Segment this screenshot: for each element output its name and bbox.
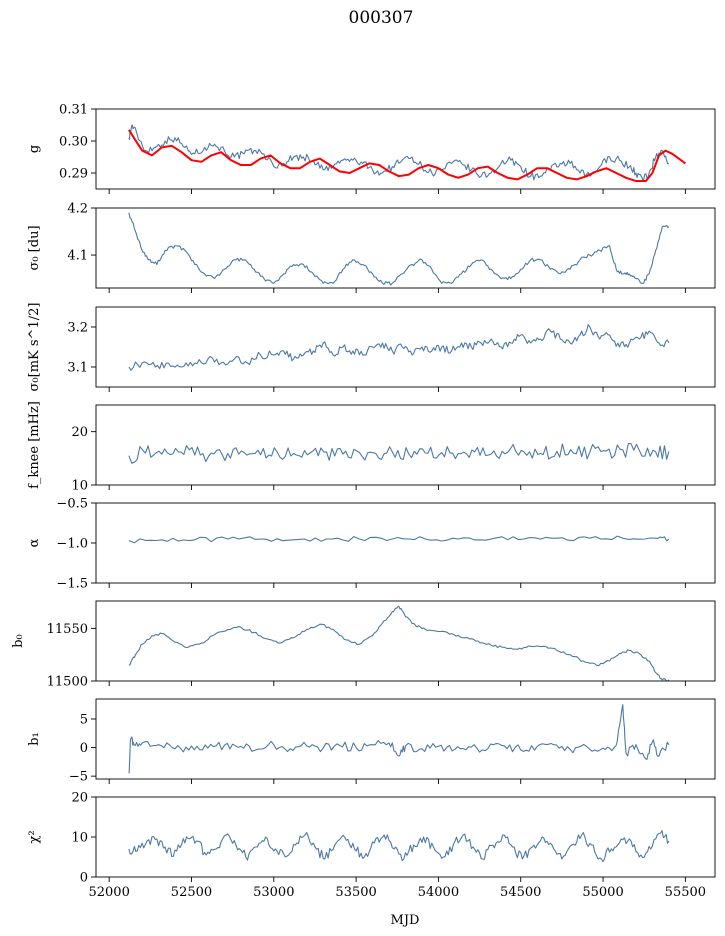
series-line-1 bbox=[128, 212, 670, 286]
axes-frame bbox=[95, 698, 716, 780]
x-tick-label: 52500 bbox=[171, 885, 212, 900]
axes-frame bbox=[95, 600, 716, 682]
axes-frame bbox=[95, 306, 716, 388]
panels: 0.29 0.30 0.31 g 4.1 4.2 σ₀ [du] 3.1 3.2 σ₀[mK s^… bbox=[11, 103, 716, 900]
y-axis-label: g bbox=[27, 145, 42, 153]
panel-3: 3.1 3.2 σ₀[mK s^1/2] bbox=[27, 303, 716, 392]
x-tick-label: 53000 bbox=[253, 885, 294, 900]
y-tick-label: −0.5 bbox=[56, 497, 88, 512]
series-line-1 bbox=[128, 124, 670, 181]
panel-4: 10 20 f_knee [mHz] bbox=[27, 401, 716, 494]
y-tick-label: 20 bbox=[71, 425, 88, 440]
series-line-1 bbox=[128, 324, 670, 371]
y-axis-label: f_knee [mHz] bbox=[27, 401, 42, 489]
y-tick-label: −5 bbox=[69, 770, 88, 785]
y-tick-label: 0 bbox=[80, 741, 88, 756]
series-line-1 bbox=[128, 442, 670, 464]
panel-7: −5 0 5 b₁ bbox=[27, 698, 716, 785]
axes-frame bbox=[95, 796, 716, 878]
y-tick-label: 11500 bbox=[47, 675, 88, 690]
y-tick-label: 3.2 bbox=[67, 321, 88, 336]
panel-6: 11500 11550 b₀ bbox=[11, 600, 716, 690]
y-tick-label: 20 bbox=[71, 791, 88, 806]
panel-2: 4.1 4.2 σ₀ [du] bbox=[27, 202, 716, 293]
y-tick-label: 10 bbox=[71, 479, 88, 494]
y-tick-label: 3.1 bbox=[67, 361, 88, 376]
series-line-1 bbox=[128, 704, 670, 774]
y-tick-label: −1.5 bbox=[56, 577, 88, 592]
x-tick-label: 54500 bbox=[500, 885, 541, 900]
y-tick-label: 5 bbox=[80, 713, 88, 728]
figure-title: 000307 bbox=[349, 8, 414, 28]
y-axis-label: χ² bbox=[27, 830, 42, 843]
series-line-1 bbox=[128, 605, 670, 681]
y-tick-label: 0 bbox=[80, 871, 88, 886]
y-tick-label: 0.30 bbox=[59, 135, 88, 150]
axes-frame bbox=[95, 502, 716, 584]
y-axis-label: b₀ bbox=[11, 634, 26, 648]
x-tick-label: 55500 bbox=[665, 885, 706, 900]
axes-frame bbox=[95, 404, 716, 486]
axes-frame bbox=[95, 207, 716, 289]
series-line-1 bbox=[128, 535, 670, 544]
y-tick-label: −1.0 bbox=[56, 537, 88, 552]
y-tick-label: 0.29 bbox=[59, 167, 88, 182]
y-axis-label: α bbox=[27, 538, 42, 547]
y-tick-label: 10 bbox=[71, 831, 88, 846]
y-tick-label: 4.2 bbox=[67, 202, 88, 217]
y-axis-label: b₁ bbox=[27, 732, 42, 746]
series-line-2 bbox=[128, 129, 686, 182]
series-line-1 bbox=[128, 830, 670, 863]
y-axis-label: σ₀[mK s^1/2] bbox=[27, 303, 42, 392]
x-axis-label: MJD bbox=[391, 913, 420, 928]
panel-5: −1.5 −1.0 −0.5 α bbox=[27, 497, 716, 592]
x-tick-label: 54000 bbox=[418, 885, 459, 900]
axes-frame bbox=[95, 108, 716, 190]
y-axis-label: σ₀ [du] bbox=[27, 225, 42, 270]
panel-1: 0.29 0.30 0.31 g bbox=[27, 103, 716, 194]
x-tick-label: 52000 bbox=[88, 885, 129, 900]
panel-8: 0 10 20 52000 52500 53000 53500 54000 54500 55000… bbox=[27, 791, 716, 900]
y-tick-label: 11550 bbox=[47, 622, 88, 637]
y-tick-label: 0.31 bbox=[59, 103, 88, 118]
x-tick-label: 55000 bbox=[582, 885, 623, 900]
y-tick-label: 4.1 bbox=[67, 249, 88, 264]
x-tick-label: 53500 bbox=[335, 885, 376, 900]
